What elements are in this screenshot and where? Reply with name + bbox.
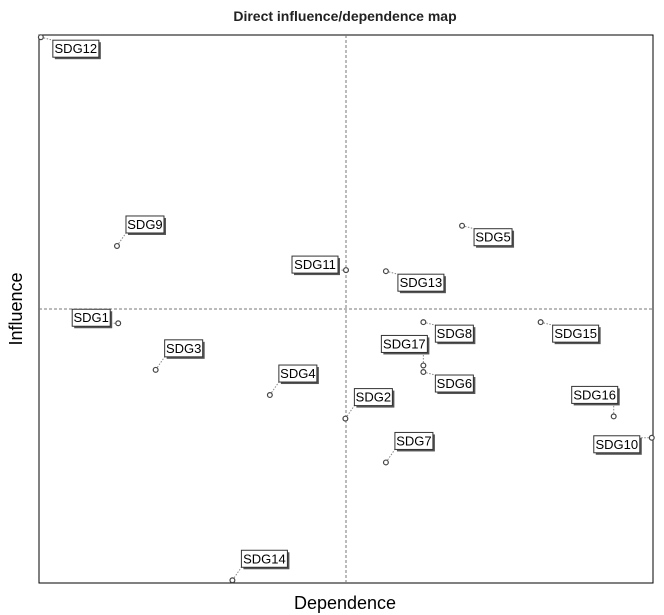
- data-point-marker: [266, 392, 273, 399]
- label-box: [52, 39, 100, 58]
- point-label: SDG13: [400, 275, 443, 290]
- label-box: [571, 385, 619, 404]
- point-label: SDG4: [280, 366, 315, 381]
- label-box: [164, 339, 204, 358]
- point-sdg8: SDG8: [420, 319, 476, 345]
- leader-line: [269, 381, 280, 396]
- chart-title: Direct influence/dependence map: [233, 8, 456, 24]
- data-point-marker: [648, 434, 655, 441]
- label-box: [434, 324, 474, 343]
- label-box: [71, 308, 111, 327]
- data-point-marker: [382, 268, 389, 275]
- label-box: [434, 374, 474, 393]
- label-box: [278, 364, 318, 383]
- point-label: SDG16: [573, 387, 616, 402]
- label-box: [353, 388, 393, 407]
- label-box: [240, 549, 288, 568]
- point-label: SDG9: [127, 217, 162, 232]
- point-sdg7: SDG7: [382, 431, 435, 466]
- leader-line: [540, 321, 553, 326]
- points-layer: SDG12 SDG9 SDG11 SDG5 SDG13 SDG1 SDG3 SDG4 SDG8 S…: [37, 34, 655, 584]
- point-sdg1: SDG1: [71, 308, 122, 329]
- label-box: [473, 228, 513, 247]
- data-point-marker: [382, 459, 389, 466]
- data-point-marker: [610, 413, 617, 420]
- point-label: SDG2: [356, 390, 391, 405]
- leader-line: [423, 371, 436, 376]
- point-label: SDG7: [396, 433, 431, 448]
- data-point-marker: [420, 319, 427, 326]
- data-point-marker: [115, 320, 122, 327]
- label-box: [397, 273, 445, 292]
- point-label: SDG3: [166, 341, 201, 356]
- point-sdg15: SDG15: [537, 319, 601, 345]
- leader-line: [385, 270, 399, 275]
- point-sdg6: SDG6: [420, 369, 476, 395]
- point-sdg17: SDG17: [380, 334, 430, 369]
- data-point-marker: [343, 267, 350, 274]
- point-sdg5: SDG5: [459, 222, 515, 248]
- data-point-marker: [537, 319, 544, 326]
- leader-line: [461, 225, 475, 230]
- point-label: SDG10: [595, 437, 638, 452]
- label-box: [552, 324, 600, 343]
- point-sdg13: SDG13: [382, 268, 446, 294]
- leader-line: [385, 449, 396, 463]
- point-label: SDG8: [437, 326, 472, 341]
- point-label: SDG6: [437, 376, 472, 391]
- leader-line: [40, 36, 53, 41]
- data-point-marker: [152, 366, 159, 373]
- label-box: [125, 215, 165, 234]
- point-label: SDG17: [383, 336, 426, 351]
- data-point-marker: [459, 222, 466, 229]
- data-point-marker: [229, 577, 236, 584]
- point-sdg2: SDG2: [342, 388, 395, 422]
- y-axis-label: Influence: [6, 272, 26, 345]
- point-sdg16: SDG16: [571, 385, 620, 420]
- data-point-marker: [342, 415, 349, 422]
- point-label: SDG12: [55, 41, 98, 56]
- point-label: SDG14: [243, 551, 286, 566]
- point-label: SDG1: [74, 310, 109, 325]
- data-point-marker: [420, 369, 427, 376]
- label-box: [380, 334, 428, 353]
- point-sdg4: SDG4: [266, 364, 319, 399]
- leader-line: [344, 405, 355, 419]
- data-point-marker: [420, 362, 427, 369]
- data-point-marker: [113, 242, 120, 249]
- data-point-marker: [37, 34, 44, 41]
- point-label: SDG11: [294, 257, 336, 272]
- leader-line: [423, 321, 436, 326]
- point-sdg9: SDG9: [113, 215, 166, 249]
- label-box: [593, 435, 641, 454]
- point-sdg10: SDG10: [593, 434, 655, 455]
- label-box: [394, 431, 434, 450]
- point-label: SDG15: [554, 326, 597, 341]
- x-axis-label: Dependence: [294, 593, 396, 613]
- leader-line: [155, 356, 166, 371]
- leader-line: [116, 232, 127, 247]
- label-box: [291, 255, 339, 274]
- point-sdg11: SDG11: [291, 255, 350, 276]
- leader-line: [231, 566, 242, 581]
- point-sdg12: SDG12: [37, 34, 101, 60]
- point-sdg14: SDG14: [229, 549, 290, 584]
- point-sdg3: SDG3: [152, 339, 205, 373]
- point-label: SDG5: [475, 230, 510, 245]
